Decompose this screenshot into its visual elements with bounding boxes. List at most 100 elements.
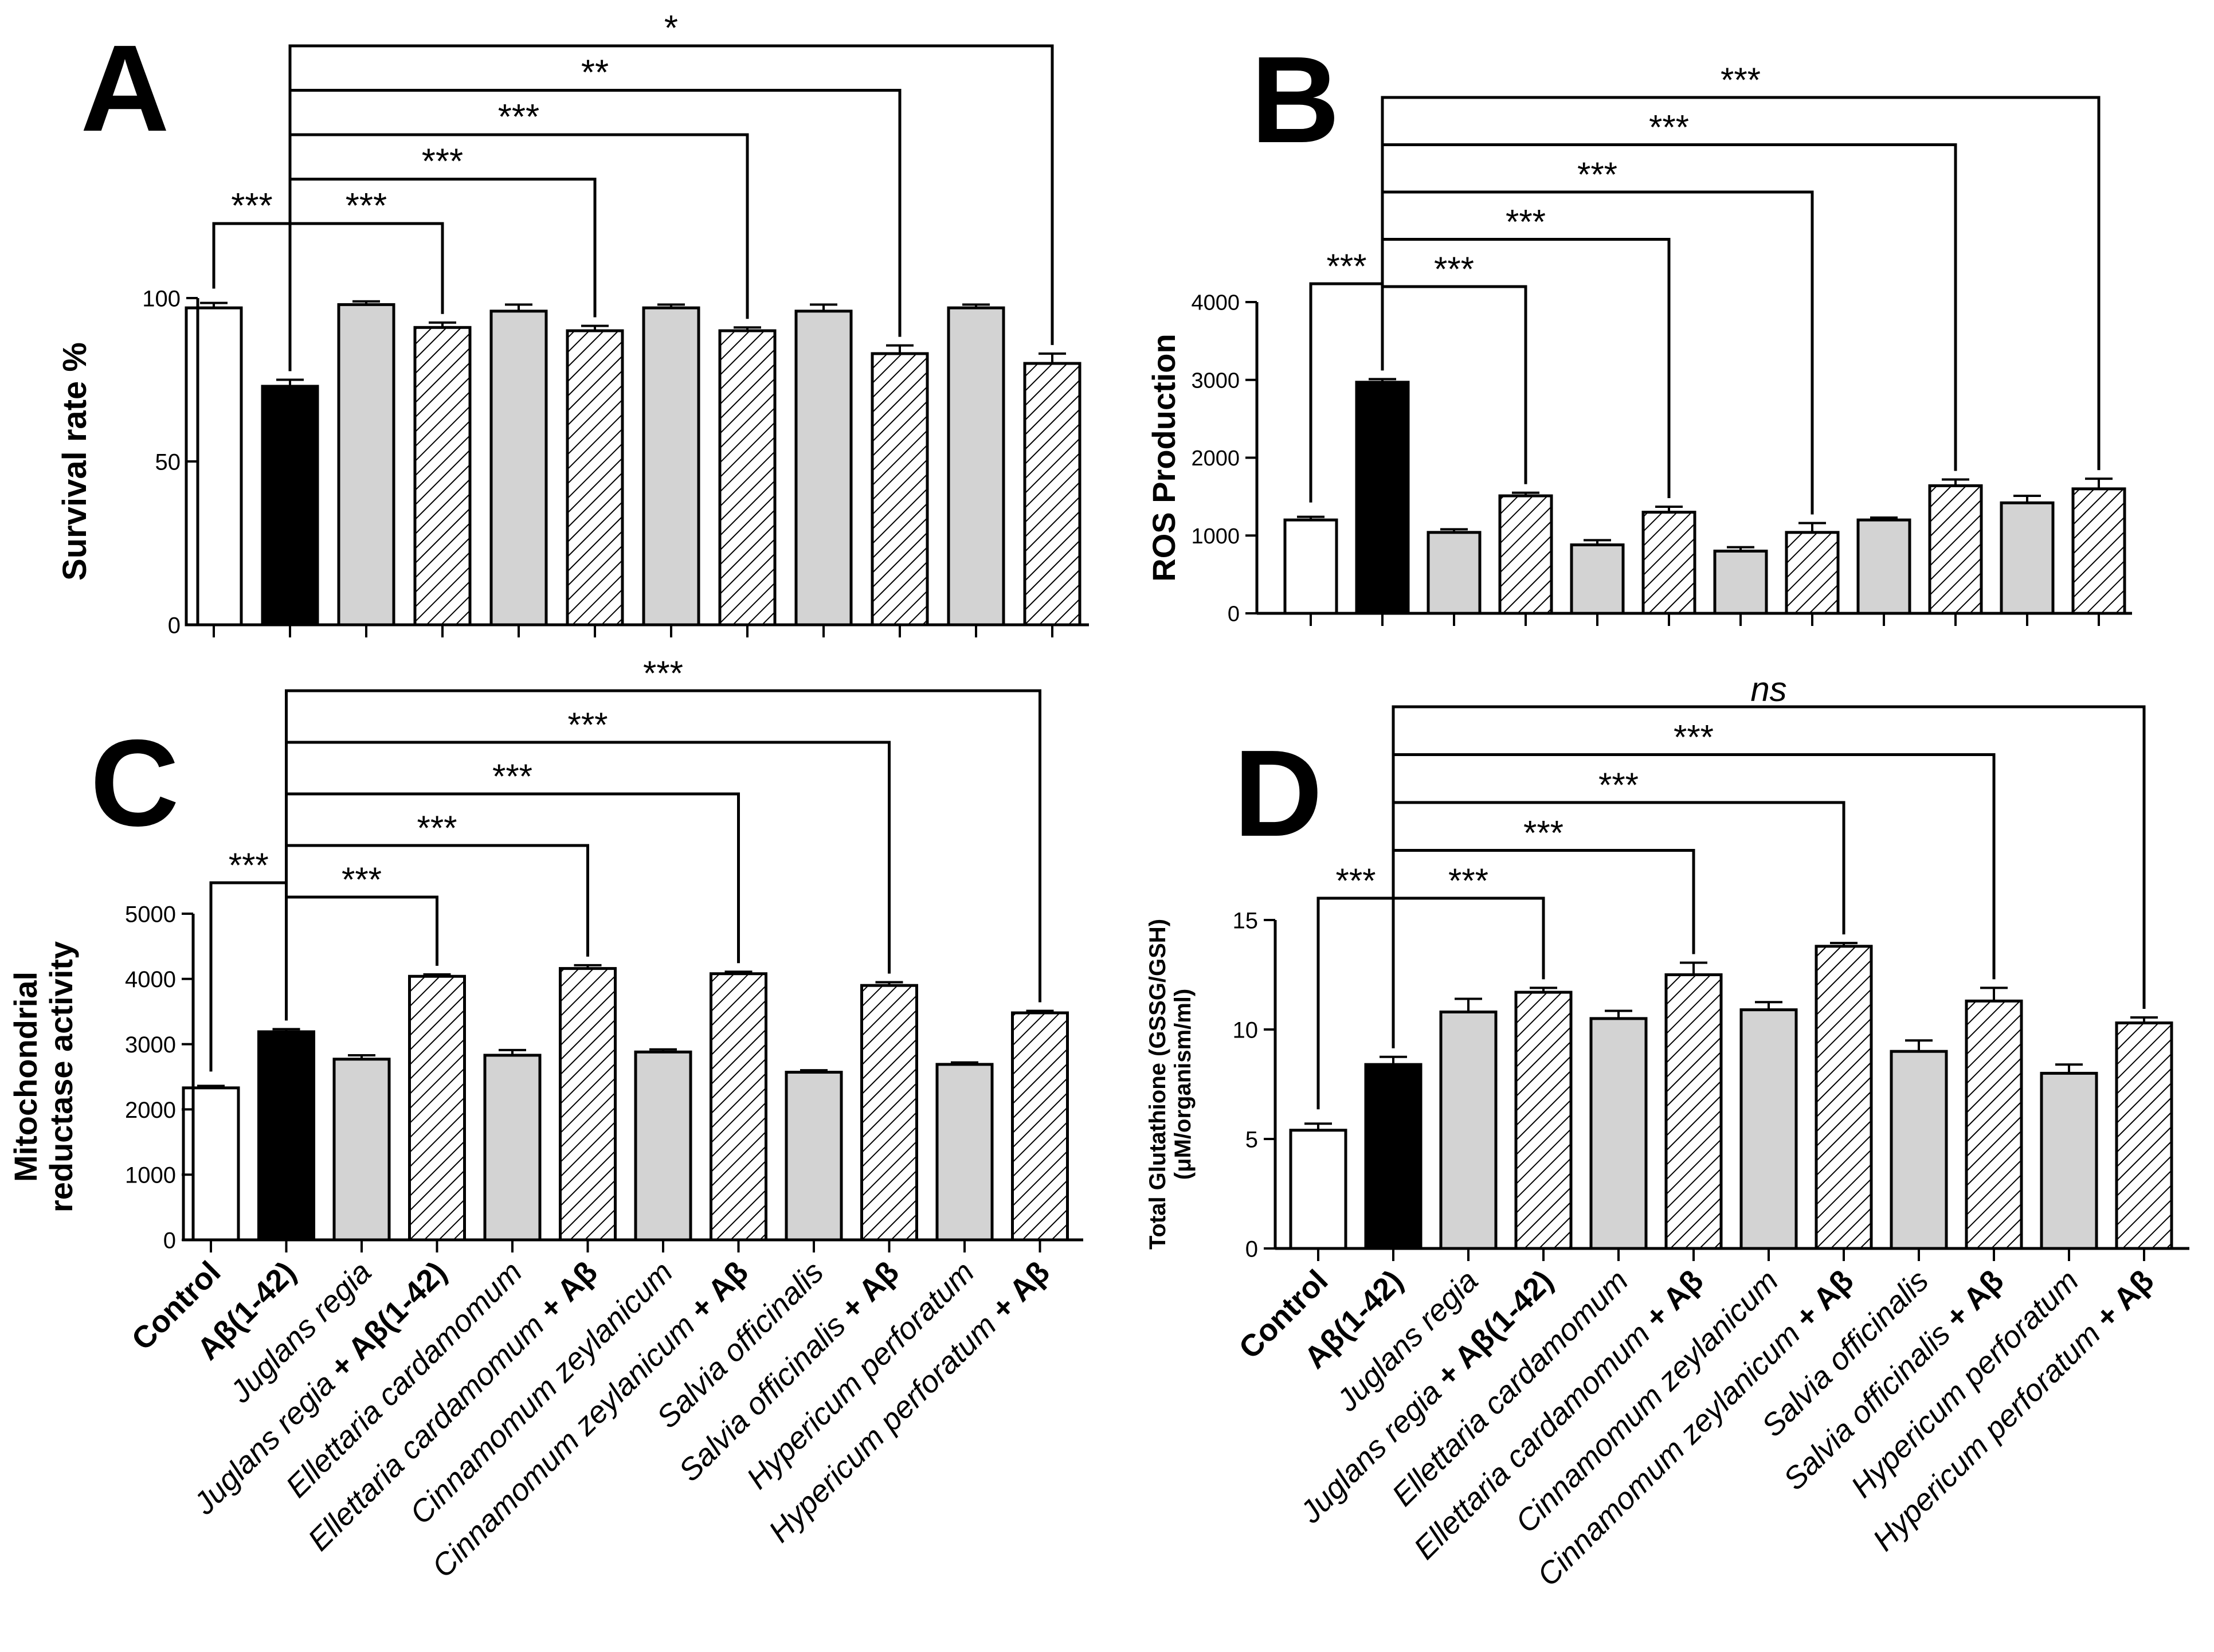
bar xyxy=(559,967,617,1242)
bar xyxy=(1890,1050,1948,1250)
bar xyxy=(1928,484,1983,615)
panel-letter: D xyxy=(1233,724,1322,862)
significance-label: *** xyxy=(1448,862,1488,900)
y-tick-label: 3000 xyxy=(125,1032,176,1058)
significance-bracket xyxy=(288,44,1054,345)
bar xyxy=(483,1054,542,1242)
significance-label: * xyxy=(664,9,678,48)
bar xyxy=(860,984,918,1242)
y-tick-label: 10 xyxy=(1233,1017,1259,1043)
bar xyxy=(1856,518,1911,615)
significance-label: *** xyxy=(1335,862,1376,900)
bar xyxy=(337,303,395,627)
y-tick-label: 0 xyxy=(1228,602,1240,627)
y-axis-label: ROS Production xyxy=(1146,334,1182,581)
y-tick-label: 100 xyxy=(142,286,181,311)
bar xyxy=(1713,549,1768,615)
significance-label: *** xyxy=(643,654,683,692)
bar xyxy=(1514,991,1573,1250)
bar xyxy=(1739,1008,1798,1250)
bar xyxy=(1965,999,2023,1250)
bar xyxy=(785,1071,843,1242)
bar xyxy=(1011,1011,1069,1242)
significance-label: *** xyxy=(422,142,463,182)
panel-C: C 0 1000 2000 3000 4000 5000 Mitochondrialreduc… xyxy=(7,654,1083,1584)
bar xyxy=(1364,1063,1423,1250)
bar xyxy=(1023,362,1081,627)
bar xyxy=(413,326,472,627)
significance-bracket xyxy=(1392,705,2146,1009)
bar xyxy=(718,329,777,627)
y-tick-label: 0 xyxy=(1245,1236,1258,1262)
bar xyxy=(182,1086,240,1242)
bar xyxy=(1355,381,1410,615)
bar xyxy=(2040,1071,2098,1250)
y-axis-label-line: (μM/organism/ml) xyxy=(1170,989,1196,1180)
bar xyxy=(2115,1021,2173,1250)
bar xyxy=(634,1050,692,1242)
y-tick-label: 1000 xyxy=(125,1163,176,1188)
significance-bracket xyxy=(1381,96,2101,471)
significance-label: *** xyxy=(498,97,539,137)
significance-bracket xyxy=(285,689,1041,1003)
bar xyxy=(332,1058,391,1242)
significance-label: *** xyxy=(492,757,532,796)
y-tick-label: 15 xyxy=(1233,908,1259,933)
bar xyxy=(489,310,548,627)
y-tick-label: 4000 xyxy=(125,967,176,992)
significance-label: *** xyxy=(1434,250,1474,288)
bar xyxy=(871,352,929,627)
y-tick-label: 50 xyxy=(155,449,181,475)
y-tick-label: 0 xyxy=(163,1228,176,1253)
y-axis-label: Survival rate % xyxy=(56,342,93,581)
significance-label: ** xyxy=(581,53,609,93)
significance-label: *** xyxy=(231,186,272,226)
bar xyxy=(566,329,624,627)
significance-label: *** xyxy=(342,860,382,899)
y-axis-label-line: ROS Production xyxy=(1146,334,1182,581)
significance-label: ns xyxy=(1750,670,1786,708)
significance-label: *** xyxy=(1506,203,1546,241)
bar xyxy=(1815,945,1873,1250)
significance-label: *** xyxy=(1523,814,1563,852)
bar xyxy=(257,1030,315,1242)
bar xyxy=(2071,487,2126,615)
bar xyxy=(1283,518,1338,615)
significance-label: *** xyxy=(1598,766,1639,804)
significance-label: *** xyxy=(1721,61,1761,99)
bar xyxy=(1785,531,1840,615)
y-axis-label: Total Glutathione (GSSG/GSH)(μM/organism… xyxy=(1145,919,1196,1250)
significance-label: *** xyxy=(417,809,457,847)
bar xyxy=(1589,1017,1648,1250)
y-axis-label: Mitochondrialreductase activity xyxy=(7,941,79,1212)
bar xyxy=(947,306,1005,627)
y-axis-label-line: Survival rate % xyxy=(56,342,93,581)
panel-letter: C xyxy=(90,714,179,852)
y-tick-label: 4000 xyxy=(1191,291,1240,315)
bar xyxy=(1439,1010,1498,1250)
y-axis-label-line: Mitochondrial xyxy=(7,972,44,1182)
significance-label: *** xyxy=(567,706,608,744)
panel-B: B 0 1000 2000 3000 4000 ROS Production *** *** **… xyxy=(1146,30,2132,627)
bar xyxy=(261,385,319,627)
significance-label: *** xyxy=(346,186,387,226)
significance-label: *** xyxy=(1326,247,1366,285)
bar xyxy=(1289,1129,1347,1250)
significance-label: *** xyxy=(1649,108,1689,147)
bar xyxy=(2000,501,2055,615)
bar xyxy=(1498,494,1553,615)
significance-label: *** xyxy=(229,846,269,884)
panel-letter: A xyxy=(80,19,169,157)
y-tick-label: 5 xyxy=(1245,1127,1258,1152)
significance-bracket xyxy=(288,133,749,319)
panel-D: D 0 5 10 15 Total Glutathione (GSSG/GSH)(μM/o… xyxy=(1145,670,2189,1593)
y-tick-label: 2000 xyxy=(125,1098,176,1123)
bar xyxy=(935,1063,994,1242)
bar xyxy=(185,306,243,627)
y-tick-label: 2000 xyxy=(1191,447,1240,471)
y-axis-label-line: Total Glutathione (GSSG/GSH) xyxy=(1145,919,1170,1250)
bar xyxy=(1427,531,1482,615)
bar xyxy=(642,306,700,627)
